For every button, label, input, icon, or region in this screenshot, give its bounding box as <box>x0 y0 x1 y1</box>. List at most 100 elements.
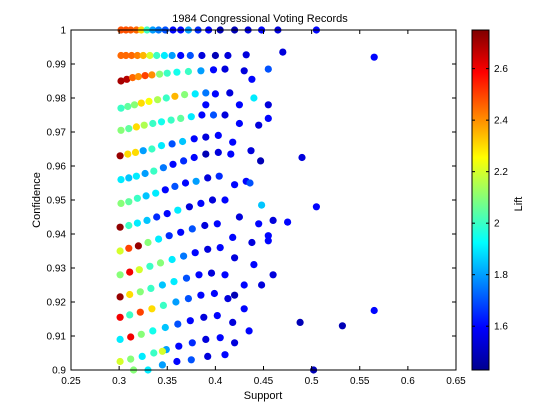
scatter-point-98 <box>257 157 265 165</box>
scatter-point-61 <box>181 91 189 99</box>
scatter-point-200 <box>174 320 182 328</box>
scatter-point-166 <box>216 244 224 252</box>
scatter-point-155 <box>248 238 256 247</box>
y-tick-label: 0.97 <box>47 128 67 139</box>
scatter-point-95 <box>214 131 222 139</box>
scatter-point-25 <box>146 51 154 60</box>
scatter-point-205 <box>245 327 253 335</box>
scatter-point-59 <box>162 94 170 102</box>
y-tick-label: 0.93 <box>47 264 67 275</box>
scatter-point-154 <box>229 233 237 241</box>
scatter-point-125 <box>231 181 239 189</box>
scatter-point-42 <box>148 71 156 79</box>
scatter-point-87 <box>131 148 140 156</box>
y-tick-label: 0.95 <box>47 196 67 207</box>
scatter-point-49 <box>221 65 229 73</box>
scatter-point-43 <box>156 70 164 78</box>
scatter-point-161 <box>156 259 165 267</box>
scatter-point-88 <box>139 147 147 155</box>
scatter-point-128 <box>116 223 124 231</box>
y-tick-label: 0.9 <box>52 366 66 377</box>
scatter-point-150 <box>177 228 185 236</box>
scatter-point-171 <box>126 290 134 299</box>
scatter-point-90 <box>157 142 166 150</box>
scatter-point-221 <box>173 357 181 366</box>
scatter-point-196 <box>127 333 135 341</box>
scatter-point-127 <box>312 203 320 211</box>
scatter-point-68 <box>264 101 272 109</box>
scatter-point-72 <box>132 123 140 131</box>
scatter-point-184 <box>126 311 134 319</box>
scatter-point-109 <box>202 150 210 158</box>
scatter-point-120 <box>171 182 179 190</box>
scatter-point-149 <box>165 232 173 240</box>
scatter-point-105 <box>159 164 167 172</box>
scatter-point-172 <box>136 288 144 296</box>
scatter-point-82 <box>235 119 243 128</box>
scatter-point-210 <box>138 352 146 360</box>
scatter-point-89 <box>148 145 156 153</box>
scatter-point-197 <box>137 330 145 338</box>
scatter-point-110 <box>214 148 222 156</box>
scatter-point-151 <box>188 225 196 233</box>
scatter-point-117 <box>142 192 150 200</box>
scatter-point-60 <box>171 92 179 100</box>
x-tick-label: 0.45 <box>254 376 274 387</box>
chart-title: 1984 Congressional Voting Records <box>172 13 348 25</box>
scatter-point-35 <box>279 48 287 56</box>
scatter-point-55 <box>130 101 139 109</box>
scatter-point-194 <box>370 306 378 315</box>
y-tick-label: 0.91 <box>47 332 67 343</box>
scatter-point-115 <box>125 198 133 206</box>
scatter-point-28 <box>168 51 176 60</box>
scatter-point-38 <box>123 75 131 83</box>
x-tick-label: 0.55 <box>350 376 370 387</box>
scatter-point-152 <box>201 221 209 230</box>
scatter-point-131 <box>143 216 151 224</box>
scatter-point-191 <box>210 289 218 298</box>
scatter-point-53 <box>117 104 125 112</box>
scatter-point-213 <box>175 342 183 350</box>
x-tick-label: 0.35 <box>158 376 178 387</box>
scatter-point-156 <box>264 237 272 245</box>
scatter-point-198 <box>149 327 157 335</box>
scatter-point-100 <box>117 176 125 184</box>
scatter-point-208 <box>116 357 124 366</box>
scatter-point-57 <box>145 97 153 105</box>
scatter-point-41 <box>141 72 149 80</box>
scatter-point-119 <box>161 186 169 194</box>
scatter-point-216 <box>216 334 224 342</box>
scatter-point-102 <box>132 172 140 180</box>
scatter-point-195 <box>116 335 124 343</box>
scatter-point-222 <box>187 356 195 364</box>
scatter-point-114 <box>117 199 125 207</box>
scatter-point-77 <box>177 114 185 122</box>
scatter-point-165 <box>204 245 212 253</box>
scatter-point-118 <box>152 189 160 197</box>
scatter-point-180 <box>240 281 248 289</box>
scatter-point-69 <box>202 101 210 109</box>
scatter-point-111 <box>227 150 235 158</box>
scatter-point-65 <box>226 89 234 97</box>
scatter-point-162 <box>168 255 176 264</box>
scatter-point-66 <box>235 101 243 109</box>
scatter-point-175 <box>170 278 178 286</box>
scatter-point-138 <box>221 196 229 204</box>
scatter-point-58 <box>154 96 162 104</box>
scatter-point-170 <box>116 293 124 301</box>
scatter-point-164 <box>191 249 199 257</box>
scatter-point-91 <box>168 140 176 148</box>
scatter-point-148 <box>155 235 163 243</box>
scatter-point-97 <box>247 147 255 155</box>
scatter-point-159 <box>135 266 143 274</box>
scatter-point-157 <box>116 271 124 279</box>
y-tick-label: 0.92 <box>47 298 67 309</box>
scatter-point-224 <box>221 351 229 359</box>
scatter-point-36 <box>370 53 378 61</box>
scatter-point-132 <box>153 213 161 221</box>
scatter-point-50 <box>240 67 248 75</box>
y-tick-label: 0.99 <box>47 60 67 71</box>
colorbar-tick-label: 2.4 <box>494 116 508 127</box>
scatter-point-92 <box>179 137 187 146</box>
x-tick-label: 0.4 <box>208 376 222 387</box>
